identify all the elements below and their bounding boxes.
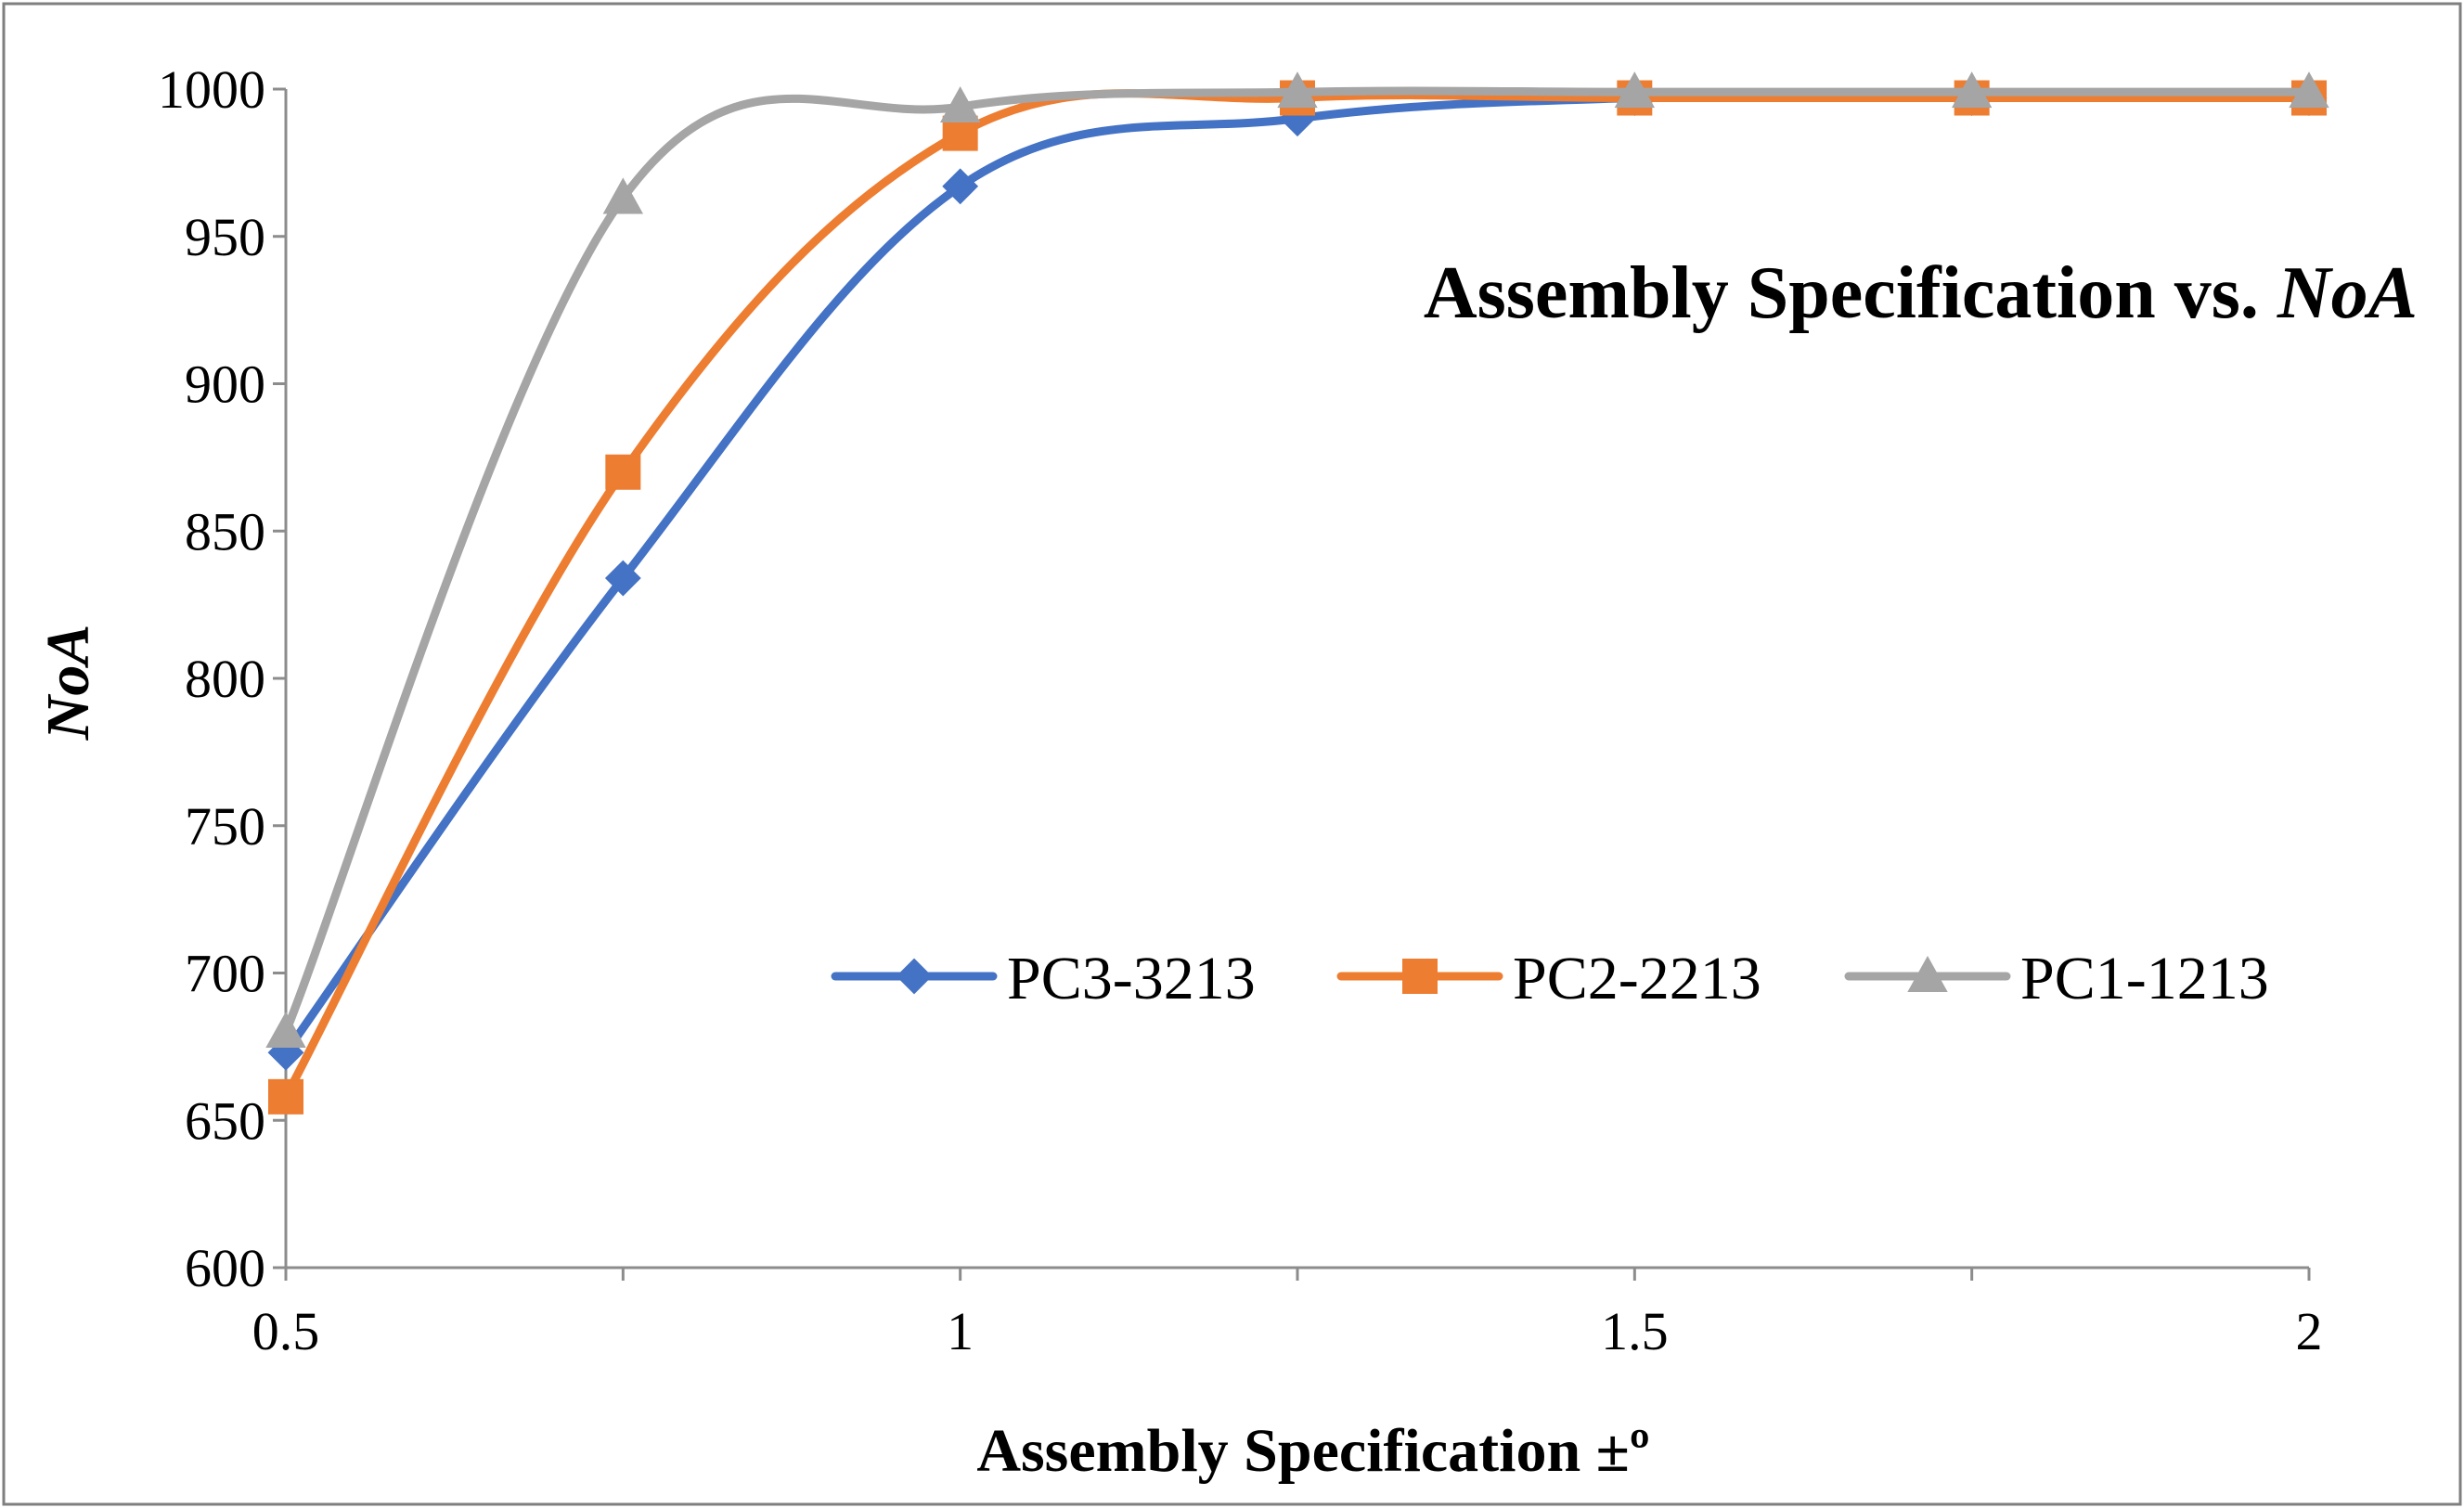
y-tick-label: 850 <box>185 501 265 561</box>
series-layer <box>265 71 2329 1115</box>
y-tick-label: 700 <box>185 944 265 1004</box>
y-tick-label: 600 <box>185 1238 265 1298</box>
legend-label: PC3-3213 <box>1007 945 1256 1012</box>
legend-label: PC1-1213 <box>2020 945 2269 1012</box>
data-point-pc1-1213 <box>602 177 644 214</box>
y-tick-label: 650 <box>185 1090 265 1151</box>
data-point-pc1-1213 <box>1951 71 1993 109</box>
x-tick-label: 2 <box>2296 1301 2323 1361</box>
y-axis-title: NoA <box>34 625 102 741</box>
legend-item-pc1-1213: PC1-1213 <box>1844 945 2269 1012</box>
legend-swatch-marker <box>896 958 933 995</box>
axes: 600 650 700 750 800 850 900 950 1000 0.5 1 1.5 2 <box>158 59 2323 1361</box>
x-axis-title: Assembly Specification ±º <box>976 1417 1649 1485</box>
y-tick-label: 900 <box>185 354 265 415</box>
data-point-pc1-1213 <box>2289 71 2329 109</box>
legend-item-pc2-2213: PC2-2213 <box>1336 945 1761 1012</box>
y-tick-label: 750 <box>185 796 265 857</box>
y-tick-label: 1000 <box>158 59 265 120</box>
series-line-pc1-1213 <box>281 86 2314 1037</box>
x-tick-label: 0.5 <box>252 1301 320 1361</box>
x-tick-label: 1.5 <box>1601 1301 1669 1361</box>
data-point-pc1-1213 <box>265 1011 306 1048</box>
series-pc1-1213 <box>265 71 2329 1048</box>
data-point-pc2-2213 <box>605 454 641 490</box>
data-point-pc1-1213 <box>1614 71 1656 109</box>
chart-title: Assembly Specification vs. NoA <box>1424 252 2418 334</box>
data-point-pc3-3213 <box>604 560 641 597</box>
y-tick-label: 950 <box>185 207 265 267</box>
data-point-pc1-1213 <box>939 85 981 123</box>
legend-item-pc3-3213: PC3-3213 <box>831 945 1256 1012</box>
legend: PC3-3213 PC2-2213 PC1-1213 <box>831 945 2269 1012</box>
data-point-pc2-2213 <box>268 1078 303 1115</box>
legend-swatch-marker <box>1402 959 1438 994</box>
data-point-pc3-3213 <box>942 168 979 205</box>
data-point-pc1-1213 <box>1277 71 1318 109</box>
legend-swatch-marker <box>1907 955 1948 992</box>
legend-label: PC2-2213 <box>1513 945 1761 1012</box>
y-tick-label: 800 <box>185 649 265 709</box>
x-tick-label: 1 <box>947 1301 974 1361</box>
